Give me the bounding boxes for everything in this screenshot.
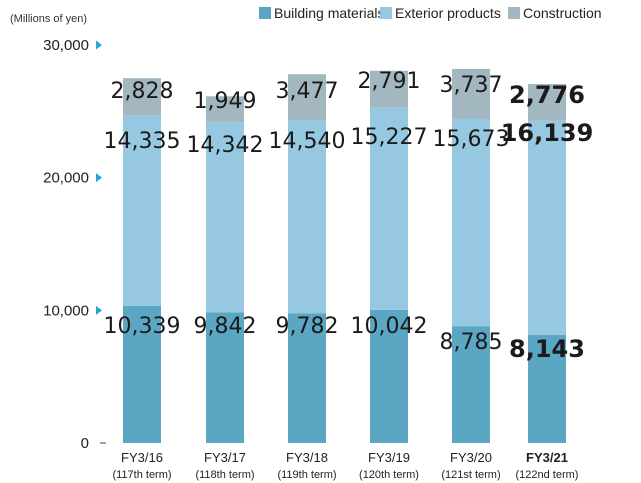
data-label: 9,842 — [194, 314, 257, 339]
x-category-sublabel: (121st term) — [441, 469, 500, 481]
y-tick-label: 10,000 — [43, 302, 89, 319]
bar-segment — [123, 115, 161, 306]
legend-swatch — [380, 7, 392, 19]
legend-label: Construction — [523, 5, 602, 21]
bar-segment — [123, 305, 161, 443]
y-tick-marker — [96, 40, 102, 50]
x-category-label: FY3/18 — [286, 450, 328, 465]
unit-label: (Millions of yen) — [10, 13, 87, 25]
data-label: 3,477 — [276, 79, 339, 104]
data-labels: 10,339 14,335 2,828 9,842 14,342 1,949 9,782 14… — [104, 69, 594, 363]
legend-swatch — [508, 7, 520, 19]
bar-segment — [370, 70, 408, 108]
bar-segment — [452, 118, 490, 327]
bar-segment — [206, 122, 244, 313]
y-tick-label: 0 — [81, 435, 89, 452]
bar-segment — [528, 334, 566, 443]
bar-segment — [123, 78, 161, 116]
x-axis: FY3/16 (117th term) FY3/17 (118th term) FY3/… — [112, 450, 578, 481]
x-category-sublabel: (118th term) — [195, 469, 254, 481]
bar-segment — [528, 120, 566, 335]
legend: Building materials Exterior products Const… — [259, 5, 602, 21]
x-category-label: FY3/19 — [368, 450, 410, 465]
bars — [123, 68, 566, 443]
y-tick-marker — [96, 173, 102, 183]
data-label: 8,143 — [509, 335, 585, 363]
y-tick-marker — [96, 305, 102, 315]
data-label: 14,342 — [187, 133, 264, 158]
bar-segment — [288, 74, 326, 121]
data-label: 3,737 — [440, 73, 503, 98]
x-category-sublabel: (122nd term) — [516, 469, 579, 481]
data-label: 10,339 — [104, 314, 181, 339]
bar-segment — [370, 107, 408, 310]
bar-segment — [206, 96, 244, 123]
bar-segment — [288, 313, 326, 443]
legend-label: Building materials — [274, 5, 385, 21]
data-label: 8,785 — [440, 330, 503, 355]
x-category-label: FY3/20 — [450, 450, 492, 465]
data-label: 15,673 — [433, 127, 510, 152]
data-label: 14,335 — [104, 129, 181, 154]
data-label: 16,139 — [501, 119, 594, 147]
data-label: 9,782 — [276, 314, 339, 339]
x-category-label: FY3/16 — [121, 450, 163, 465]
y-tick-label: 30,000 — [43, 37, 89, 54]
x-category-sublabel: (120th term) — [359, 469, 419, 481]
x-category-sublabel: (117th term) — [112, 469, 171, 481]
data-label: 2,791 — [358, 69, 421, 94]
legend-label: Exterior products — [395, 5, 501, 21]
x-category-label: FY3/17 — [204, 450, 246, 465]
bar-segment — [206, 312, 244, 443]
data-label: 15,227 — [351, 125, 428, 150]
y-tick-label: 20,000 — [43, 170, 89, 187]
bar-segment — [452, 68, 490, 119]
bar-segment — [452, 326, 490, 443]
bar-segment — [288, 120, 326, 314]
bar-segment — [370, 309, 408, 443]
data-label: 10,042 — [351, 314, 428, 339]
x-category-label: FY3/21 — [526, 450, 568, 465]
x-category-sublabel: (119th term) — [277, 469, 336, 481]
y-axis: 0 10,000 20,000 30,000 — [43, 37, 106, 452]
data-label: 1,949 — [194, 89, 257, 114]
data-label: 14,540 — [269, 129, 346, 154]
bar-segment — [528, 84, 566, 121]
data-label: 2,828 — [111, 79, 174, 104]
legend-swatch — [259, 7, 271, 19]
data-label: 2,776 — [509, 81, 585, 109]
